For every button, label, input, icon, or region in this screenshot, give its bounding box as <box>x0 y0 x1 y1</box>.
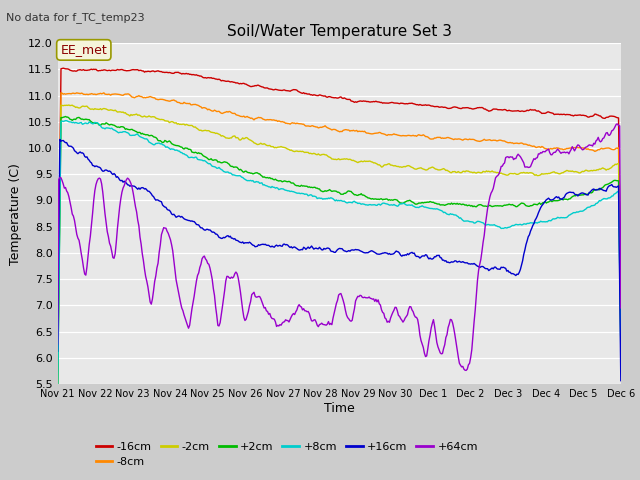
-8cm <box>360 129 367 134</box>
-16cm <box>326 94 333 99</box>
+8cm <box>605 195 612 201</box>
Line: +2cm: +2cm <box>58 117 621 395</box>
+2cm <box>617 342 625 348</box>
-2cm <box>323 152 330 158</box>
+8cm <box>326 195 333 201</box>
X-axis label: Time: Time <box>324 402 355 415</box>
-16cm <box>54 368 61 373</box>
Title: Soil/Water Temperature Set 3: Soil/Water Temperature Set 3 <box>227 24 452 39</box>
-2cm <box>65 102 73 108</box>
+64cm <box>389 310 397 315</box>
-8cm <box>326 126 333 132</box>
+2cm <box>516 201 524 207</box>
-16cm <box>516 108 524 114</box>
+16cm <box>56 137 64 143</box>
+64cm <box>516 154 524 159</box>
Text: No data for f_TC_temp23: No data for f_TC_temp23 <box>6 12 145 23</box>
Line: +16cm: +16cm <box>58 140 621 381</box>
+16cm <box>617 378 625 384</box>
+2cm <box>54 392 61 398</box>
+64cm <box>358 295 366 300</box>
+8cm <box>54 394 61 399</box>
-2cm <box>516 170 524 176</box>
+8cm <box>61 118 69 123</box>
-16cm <box>323 94 330 100</box>
-16cm <box>390 100 398 106</box>
-2cm <box>390 163 398 169</box>
Line: +8cm: +8cm <box>58 120 621 396</box>
+64cm <box>324 319 332 324</box>
Line: -2cm: -2cm <box>58 105 621 388</box>
-8cm <box>323 124 330 130</box>
-16cm <box>617 300 625 306</box>
Y-axis label: Temperature (C): Temperature (C) <box>10 163 22 264</box>
+16cm <box>323 246 330 252</box>
-16cm <box>605 114 612 120</box>
Line: -8cm: -8cm <box>58 93 621 382</box>
Legend: -16cm, -8cm, -2cm, +2cm, +8cm, +16cm, +64cm: -16cm, -8cm, -2cm, +2cm, +8cm, +16cm, +6… <box>92 437 483 472</box>
+16cm <box>326 246 333 252</box>
Line: +64cm: +64cm <box>58 124 621 371</box>
+8cm <box>360 201 367 207</box>
+16cm <box>390 251 398 256</box>
Text: EE_met: EE_met <box>60 43 107 57</box>
+8cm <box>323 196 330 202</box>
-8cm <box>390 131 398 137</box>
-2cm <box>617 330 625 336</box>
-2cm <box>326 154 333 160</box>
+2cm <box>390 197 398 203</box>
+16cm <box>516 267 524 273</box>
+64cm <box>614 121 621 127</box>
+8cm <box>390 202 398 207</box>
+64cm <box>462 368 470 373</box>
-8cm <box>617 319 625 325</box>
-2cm <box>360 159 367 165</box>
+64cm <box>321 322 329 328</box>
-8cm <box>605 145 612 151</box>
-8cm <box>57 90 65 96</box>
+64cm <box>605 132 612 138</box>
-8cm <box>516 140 524 146</box>
+16cm <box>605 184 612 190</box>
+8cm <box>617 348 625 354</box>
+2cm <box>360 192 367 198</box>
+64cm <box>54 341 61 347</box>
Line: -16cm: -16cm <box>58 68 621 371</box>
+2cm <box>605 181 612 187</box>
+16cm <box>54 348 61 354</box>
+2cm <box>61 114 69 120</box>
-16cm <box>60 65 67 71</box>
+8cm <box>516 221 524 227</box>
-2cm <box>54 385 61 391</box>
+2cm <box>323 188 330 194</box>
-8cm <box>54 379 61 385</box>
+2cm <box>326 187 333 192</box>
+64cm <box>617 305 625 311</box>
+16cm <box>360 250 367 255</box>
-16cm <box>360 98 367 104</box>
-2cm <box>605 167 612 172</box>
